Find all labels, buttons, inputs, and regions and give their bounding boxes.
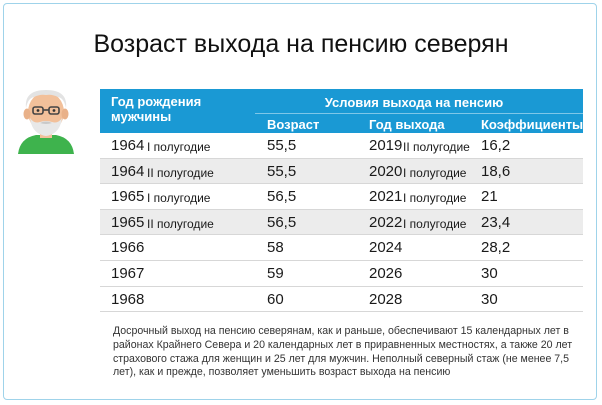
header-coefficients: Коэффициенты bbox=[481, 117, 584, 132]
cell-age: 58 bbox=[267, 239, 284, 257]
cell-coefficient: 30 bbox=[481, 290, 498, 308]
cell-birth-half: II полугодие bbox=[147, 216, 214, 231]
cell-birth-half: II полугодие bbox=[147, 165, 214, 180]
cell-birth-year: 1967 bbox=[111, 264, 145, 282]
header-birth-year: Год рождения мужчины bbox=[111, 94, 202, 124]
retirement-table: Год рождения мужчины Условия выхода на п… bbox=[100, 89, 583, 313]
cell-birth-year: 1964 bbox=[111, 162, 145, 180]
cell-birth-year: 1965 bbox=[111, 213, 145, 231]
cell-exit-year: 2022 bbox=[369, 213, 403, 231]
cell-exit-year: 2019 bbox=[369, 137, 403, 154]
cell-exit-year: 2026 bbox=[369, 264, 403, 282]
elderly-man-avatar-icon bbox=[18, 90, 74, 154]
cell-exit-year: 2024 bbox=[369, 239, 403, 257]
header-exit-year: Год выхода bbox=[369, 117, 445, 132]
table-row: 1965 I полугодие 56,5 2021 I полугодие 2… bbox=[100, 184, 583, 210]
table-row: 1967 59 2026 30 bbox=[100, 261, 583, 287]
cell-birth-half: I полугодие bbox=[147, 140, 211, 154]
cell-exit-half: I полугодие bbox=[403, 216, 467, 231]
cell-age: 60 bbox=[267, 290, 284, 308]
header-age: Возраст bbox=[267, 117, 320, 132]
header-divider bbox=[255, 113, 583, 114]
table-row: 1964 I полугодие 55,5 2019 II полугодие … bbox=[100, 133, 583, 159]
cell-age: 55,5 bbox=[267, 137, 297, 154]
cell-exit-year: 2021 bbox=[369, 188, 403, 206]
cell-age: 55,5 bbox=[267, 162, 297, 180]
cell-birth-year: 1966 bbox=[111, 239, 145, 257]
footnote: Досрочный выход на пенсию северянам, как… bbox=[113, 325, 573, 379]
cell-exit-half: II полугодие bbox=[403, 140, 470, 154]
page-title: Возраст выхода на пенсию северян bbox=[93, 30, 509, 58]
table-row: 1965 II полугодие 56,5 2022 I полугодие … bbox=[100, 209, 583, 236]
cell-birth-half: I полугодие bbox=[147, 191, 211, 206]
cell-coefficient: 21 bbox=[481, 188, 498, 206]
cell-coefficient: 23,4 bbox=[481, 213, 511, 231]
cell-birth-year: 1964 bbox=[111, 137, 145, 154]
cell-coefficient: 16,2 bbox=[481, 137, 511, 154]
cell-exit-half: I полугодие bbox=[403, 165, 467, 180]
table-row: 1966 58 2024 28,2 bbox=[100, 235, 583, 261]
table-row: 1968 60 2028 30 bbox=[100, 287, 583, 313]
cell-age: 56,5 bbox=[267, 188, 297, 206]
cell-coefficient: 18,6 bbox=[481, 162, 511, 180]
cell-exit-year: 2028 bbox=[369, 290, 403, 308]
cell-birth-year: 1965 bbox=[111, 188, 145, 206]
table-row: 1964 II полугодие 55,5 2020 I полугодие … bbox=[100, 158, 583, 185]
table-header: Год рождения мужчины Условия выхода на п… bbox=[100, 89, 583, 133]
cell-coefficient: 28,2 bbox=[481, 239, 511, 257]
cell-exit-half: I полугодие bbox=[403, 191, 467, 206]
slide-frame bbox=[3, 3, 597, 400]
cell-birth-year: 1968 bbox=[111, 290, 145, 308]
cell-exit-year: 2020 bbox=[369, 162, 403, 180]
header-conditions: Условия выхода на пенсию bbox=[324, 95, 504, 110]
cell-age: 56,5 bbox=[267, 213, 297, 231]
cell-coefficient: 30 bbox=[481, 264, 498, 282]
cell-age: 59 bbox=[267, 264, 284, 282]
